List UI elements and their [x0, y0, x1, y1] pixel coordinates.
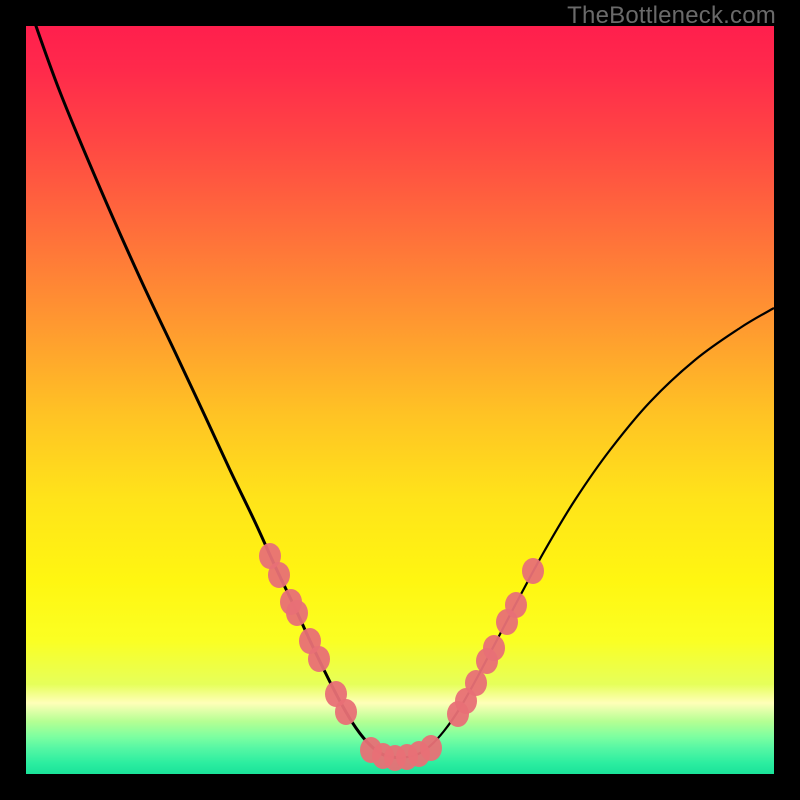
marker-dot: [335, 699, 357, 725]
marker-dot: [268, 562, 290, 588]
marker-dot: [308, 646, 330, 672]
marker-dot: [286, 600, 308, 626]
marker-dot: [483, 635, 505, 661]
marker-dot: [505, 592, 527, 618]
marker-dot: [420, 735, 442, 761]
chart-svg: [0, 0, 800, 800]
marker-dot: [465, 670, 487, 696]
marker-dot: [522, 558, 544, 584]
gradient-rect: [26, 26, 774, 774]
watermark-text: TheBottleneck.com: [567, 2, 776, 30]
